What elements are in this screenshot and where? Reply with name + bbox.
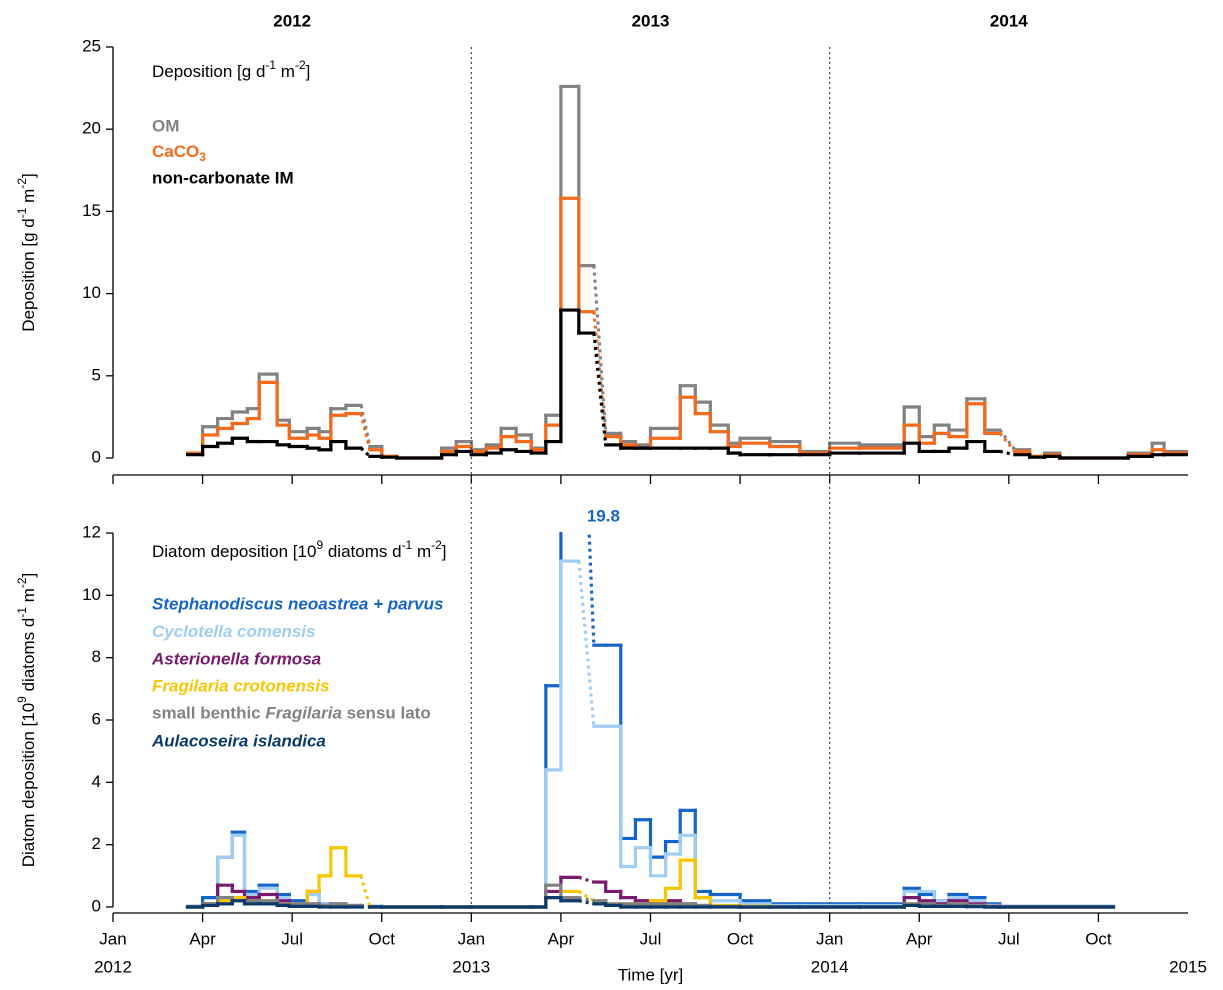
text-part: ] (19, 173, 38, 178)
y-axis-title: Diatom deposition [109 diatoms d-1 m-2] (15, 573, 38, 868)
x-tick-label: Jul (281, 929, 303, 948)
gap-connector (359, 405, 372, 447)
y-tick-label: 4 (92, 772, 101, 791)
legend-entry: OM (152, 116, 179, 135)
year-label: 2012 (94, 957, 132, 976)
legend-entry: Fragilaria crotonensis (152, 677, 330, 696)
gap-connector (359, 446, 372, 458)
y-tick-label: 10 (82, 585, 101, 604)
y-tick-label: 15 (82, 201, 101, 220)
x-tick-label: Oct (369, 929, 396, 948)
legend-entry: non-carbonate IM (152, 168, 294, 187)
gap-connector (578, 896, 595, 903)
legend-entry: Stephanodiscus neoastrea + parvus (152, 594, 443, 613)
gap-connector (587, 532, 596, 646)
gap-connector (578, 899, 595, 906)
legend-entry: CaCO3 (152, 142, 206, 164)
text-part: -1 (15, 207, 29, 218)
x-tick-label: Jan (458, 929, 485, 948)
text-part: ] (306, 62, 311, 81)
text-part: diatoms d (19, 618, 38, 696)
x-tick-label: Jan (99, 929, 126, 948)
x-tick-label: Apr (189, 929, 216, 948)
text-part: Diatom deposition [10 (152, 542, 316, 561)
legend-entry: Cyclotella comensis (152, 622, 315, 641)
text-part: m (19, 189, 38, 208)
x-tick-label: Apr (906, 929, 933, 948)
text-part: -2 (15, 178, 29, 189)
x-tick-label: Apr (548, 929, 575, 948)
text-part: m (276, 62, 295, 81)
text-part: sensu lato (342, 704, 431, 723)
text-part: Deposition [g d (19, 218, 38, 331)
text-part: diatoms d (323, 542, 401, 561)
y-tick-label: 20 (82, 119, 101, 138)
text-part: CaCO (152, 142, 199, 161)
y-axis-title: Deposition [g d-1 m-2] (15, 173, 38, 331)
year-header: 2014 (990, 11, 1028, 30)
y-tick-label: 10 (82, 283, 101, 302)
gap-connector (359, 875, 372, 908)
year-label: 2013 (452, 957, 490, 976)
legend-entry: Aulacoseira islandica (151, 731, 326, 750)
x-tick-label: Jul (998, 929, 1020, 948)
x-tick-label: Jul (640, 929, 662, 948)
gap-connector (592, 332, 608, 446)
text-part: Diatom deposition [10 (19, 703, 38, 867)
text-part: -1 (402, 538, 413, 552)
text-part: Deposition [g d (152, 62, 265, 81)
year-header: 2012 (273, 11, 311, 30)
y-tick-label: 0 (92, 447, 101, 466)
gap-connector (999, 449, 1016, 457)
gap-connector (577, 890, 595, 903)
year-label: 2015 (1169, 957, 1207, 976)
text-part: 3 (199, 150, 206, 164)
text-part: m (19, 588, 38, 607)
text-part: 9 (316, 538, 323, 552)
text-part: -2 (431, 538, 442, 552)
text-part: ] (19, 573, 38, 578)
text-part: small benthic (152, 704, 265, 723)
text-part: -1 (15, 607, 29, 618)
value-label: 19.8 (587, 506, 620, 525)
text-part: -2 (15, 577, 29, 588)
text-part: 9 (15, 696, 29, 703)
y-tick-label: 6 (92, 709, 101, 728)
text-part: -2 (295, 58, 306, 72)
y-tick-label: 25 (82, 36, 101, 55)
y-tick-label: 12 (82, 522, 101, 541)
year-header: 2013 (632, 11, 670, 30)
y-tick-label: 0 (92, 896, 101, 915)
x-axis-title: Time [yr] (618, 965, 683, 984)
text-part: ] (442, 542, 447, 561)
plot-area (185, 532, 1116, 909)
y-tick-label: 8 (92, 647, 101, 666)
gap-connector (592, 265, 608, 434)
text-part: Fragilaria (265, 704, 342, 723)
legend-entry: small benthic Fragilaria sensu lato (152, 704, 431, 723)
legend-title: Deposition [g d-1 m-2] (152, 58, 310, 81)
gap-connector (578, 875, 595, 884)
text-part: m (412, 542, 431, 561)
x-tick-label: Oct (1085, 929, 1112, 948)
plot-area (185, 84, 1188, 460)
legend-entry: Asterionella formosa (151, 649, 321, 668)
text-part: -1 (265, 58, 276, 72)
x-tick-label: Oct (727, 929, 754, 948)
y-tick-label: 5 (92, 365, 101, 384)
y-tick-label: 2 (92, 834, 101, 853)
x-tick-label: Jan (816, 929, 843, 948)
year-label: 2014 (811, 957, 849, 976)
legend-title: Diatom deposition [109 diatoms d-1 m-2] (152, 538, 447, 561)
